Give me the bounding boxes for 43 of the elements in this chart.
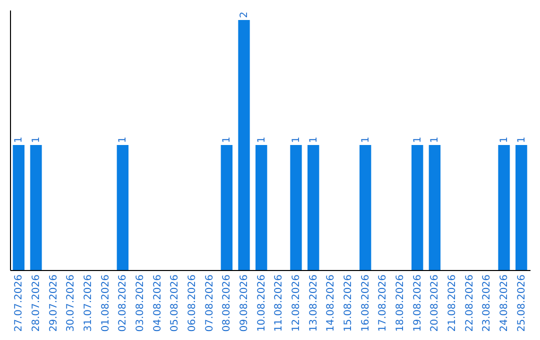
x-tick-label: 30.07.2026 [66, 274, 77, 332]
x-tick-label: 17.08.2026 [378, 274, 389, 332]
x-tick-label: 07.08.2026 [204, 274, 216, 332]
x-tick-label: 27.07.2026 [14, 274, 25, 332]
x-tick-label: 02.08.2026 [118, 274, 129, 332]
x-tick-label: 14.08.2026 [326, 274, 337, 332]
x-tick-label: 11.08.2026 [274, 274, 285, 332]
data-label: 1 [31, 136, 42, 143]
x-tick-label: 23.08.2026 [482, 274, 493, 332]
data-label: 1 [291, 136, 302, 143]
x-tick-label: 13.08.2026 [308, 274, 320, 332]
x-tick-label: 22.08.2026 [464, 274, 476, 332]
x-tick-label: 15.08.2026 [343, 274, 354, 332]
data-label: 1 [430, 136, 441, 143]
x-tick-label: 10.08.2026 [256, 274, 268, 332]
data-label: 1 [360, 136, 372, 143]
data-label: 1 [308, 136, 320, 143]
data-label: 1 [412, 136, 424, 143]
x-tick-label: 31.07.2026 [83, 274, 94, 332]
data-label: 2 [239, 12, 250, 18]
x-tick-label: 24.08.2026 [499, 274, 510, 332]
data-label: 1 [14, 136, 25, 143]
x-tick-label: 01.08.2026 [100, 274, 112, 332]
data-label: 1 [256, 136, 268, 143]
x-tick-label: 25.08.2026 [516, 274, 528, 332]
x-tick-label: 09.08.2026 [239, 274, 250, 332]
data-label: 1 [516, 136, 528, 143]
x-tick-label: 08.08.2026 [222, 274, 233, 332]
x-tick-label: 28.07.2026 [31, 274, 42, 332]
x-tick-label: 18.08.2026 [395, 274, 406, 332]
data-label: 1 [499, 136, 510, 143]
data-label: 1 [222, 136, 233, 143]
x-tick-label: 21.08.2026 [447, 274, 458, 332]
x-tick-label: 12.08.2026 [291, 274, 302, 332]
data-label: 1 [118, 136, 129, 143]
x-tick-label: 29.07.2026 [48, 274, 60, 332]
x-tick-label: 16.08.2026 [360, 274, 372, 332]
x-tick-label: 04.08.2026 [152, 274, 164, 332]
x-tick-label: 19.08.2026 [412, 274, 424, 332]
x-tick-label: 06.08.2026 [187, 274, 198, 332]
x-tick-label: 03.08.2026 [135, 274, 146, 332]
x-tick-label: 20.08.2026 [430, 274, 441, 332]
x-tick-label: 05.08.2026 [170, 274, 181, 332]
